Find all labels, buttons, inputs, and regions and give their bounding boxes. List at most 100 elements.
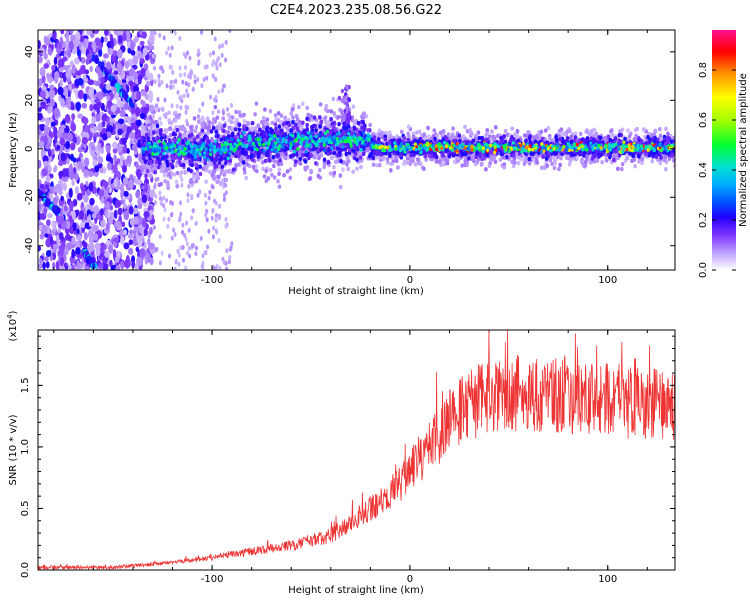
spectrogram-cell: [227, 259, 231, 265]
spectrogram-cell: [293, 162, 297, 168]
spectrogram-cell: [141, 185, 145, 190]
spectrogram-cell: [265, 117, 270, 122]
spectrogram-cell: [153, 65, 157, 71]
spectrogram-cell: [183, 72, 187, 78]
spectrogram-cell: [42, 261, 46, 270]
spectrogram-cell: [178, 72, 182, 78]
spectrogram-cell: [92, 30, 100, 35]
spectrogram-cell: [71, 236, 76, 245]
spectrogram-cell: [515, 128, 520, 134]
spectrogram-cell: [157, 73, 161, 79]
spectrogram-cell: [270, 172, 274, 178]
spectrogram-cell: [50, 98, 55, 108]
spectrogram-cell: [439, 162, 443, 168]
spectrogram-cell: [242, 112, 246, 118]
spectrogram-cell: [176, 89, 180, 95]
spectrogram-cell: [355, 166, 359, 172]
spectrogram-cell: [123, 123, 127, 131]
spectrogram-cell: [593, 132, 597, 138]
spectrogram-cell: [172, 227, 176, 233]
spectrogram-cell: [82, 77, 89, 83]
spectrogram-cell: [107, 217, 114, 225]
spectrogram-cell: [115, 199, 121, 208]
spectrogram-cell: [159, 120, 163, 126]
spectrogram-cell: [138, 227, 143, 234]
spectrogram-cell: [98, 189, 105, 197]
spectrogram-cell: [262, 124, 266, 130]
spectrogram-cell: [205, 75, 209, 81]
spectrogram-cell: [94, 131, 101, 138]
spectrogram-cell: [71, 248, 75, 259]
spectrogram-cell: [109, 48, 114, 56]
spectrogram-cell: [153, 53, 157, 59]
spectrogram-cell: [264, 168, 269, 174]
spectrogram-cell: [135, 246, 140, 253]
spectrogram-cell: [418, 161, 423, 167]
spectrogram-cell: [180, 229, 184, 235]
spectrogram-cell: [99, 208, 104, 216]
spectrogram-cell: [187, 82, 191, 88]
spectrogram-cell: [215, 65, 219, 71]
spectrogram-cell: [205, 208, 209, 214]
spectrogram-cell: [68, 40, 74, 51]
spectrogram-cell: [147, 196, 154, 202]
spectrogram-cell: [351, 169, 355, 174]
spectrogram-cell: [151, 123, 156, 129]
spectrogram-cell: [78, 210, 85, 220]
spectrogram-cell: [58, 248, 64, 257]
spectrogram-cell: [160, 106, 164, 112]
spectrogram-cell: [201, 253, 205, 259]
spectrogram-cell: [128, 239, 133, 246]
spectrogram-cell: [130, 41, 135, 51]
spectrogram-cell: [56, 207, 61, 214]
spectrogram-cell: [318, 102, 323, 107]
spectrogram-cell: [620, 127, 625, 132]
spectrogram-cell: [66, 132, 73, 142]
spectrogram-cell: [162, 112, 167, 118]
spectrogram-cell: [200, 30, 204, 35]
spectrogram-cell: [213, 97, 217, 103]
spectrogram-cell: [116, 98, 122, 108]
spectrogram-cell: [204, 165, 209, 170]
spectrogram-cell: [49, 254, 54, 262]
spectrogram-cell: [60, 256, 65, 267]
spectrogram-cell: [603, 152, 608, 158]
spectrogram-cell: [58, 58, 65, 68]
spectrogram-cell: [141, 31, 147, 39]
spectrogram-cell: [155, 176, 160, 182]
spectrogram-cell: [170, 103, 174, 109]
spectrogram-cell: [323, 115, 328, 120]
spectrogram-cell: [117, 207, 123, 216]
spectrogram-cell: [145, 252, 151, 261]
spectrogram-cell: [153, 184, 157, 190]
spectrogram-cell: [61, 168, 68, 178]
spectrogram-cell: [545, 163, 550, 168]
spectrogram-cell: [178, 35, 182, 41]
spectrogram-cell: [89, 221, 93, 227]
spectrogram-cell: [487, 163, 492, 169]
spectrogram-cell: [213, 104, 218, 110]
spectrogram-cell: [251, 164, 256, 170]
spectrogram-cell: [126, 147, 130, 154]
spectrogram-cell: [451, 126, 455, 131]
spectrogram-cell: [101, 113, 107, 122]
spectrogram-heatmap: [38, 30, 675, 270]
spectrogram-cell: [516, 161, 521, 166]
spectrogram-cell: [38, 245, 42, 252]
spectrogram-cell: [95, 112, 101, 123]
spectrogram-cell: [527, 161, 532, 166]
spectrogram-cell: [97, 156, 104, 164]
spectrogram-cell: [463, 124, 467, 130]
spectrogram-cell: [124, 258, 129, 269]
spectrogram-cell: [573, 131, 578, 136]
spectrogram-cell: [526, 130, 530, 135]
spectrogram-cell: [88, 182, 94, 192]
spectrogram-cell: [610, 128, 614, 133]
spectrogram-cell: [143, 228, 148, 237]
spectrogram-cell: [331, 96, 336, 102]
spectrogram-cell: [167, 110, 171, 115]
spectrogram-cell: [142, 125, 146, 130]
spectrogram-cell: [142, 47, 148, 56]
spectrogram-cell: [82, 241, 88, 249]
spectrogram-cell: [291, 103, 296, 108]
